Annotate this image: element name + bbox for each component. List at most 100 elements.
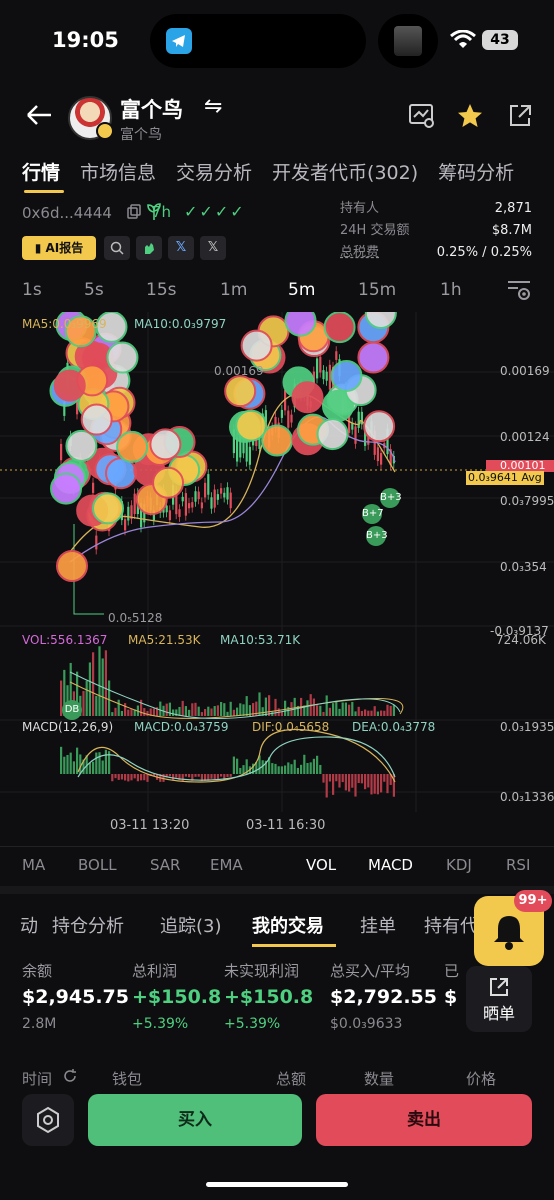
share-trade-button[interactable]: 晒单 [466,966,532,1032]
macd-bar [120,774,123,780]
candle-body [328,364,331,390]
section-tab-holdings-analysis[interactable]: 持仓分析 [52,916,124,937]
section-tab-partial[interactable]: 动 [20,916,38,937]
list-head-price[interactable]: 价格 [466,1070,497,1088]
metric-profit-sub: +5.39% [132,1016,189,1032]
tax-value: 0.25% / 0.25% [436,245,532,260]
tab-chip-analysis[interactable]: 筹码分析 [438,162,515,184]
section-tab-holders[interactable]: 持有代 [424,916,478,937]
macd-bar [162,774,165,782]
candle-body [357,411,360,428]
token-address[interactable]: 0x6d...4444 [22,204,112,222]
security-checks[interactable]: ✓✓✓✓ [184,202,246,221]
db-marker[interactable]: DB [62,700,82,720]
macd-bar [82,759,85,774]
trader-avatar [149,428,182,461]
avg-price-tag: 0.0₃9641 Avg [466,471,544,485]
macd-bar [357,774,360,784]
chain-badge-icon [96,122,114,140]
sell-button[interactable]: 卖出 [316,1094,532,1146]
share-icon[interactable] [506,102,534,130]
interval-1h[interactable]: 1h [440,280,462,300]
macd-bar [239,767,242,774]
swap-icon[interactable]: ⇋ [204,94,223,119]
buy-marker-2[interactable]: B+7 [362,504,384,524]
volume-bar [111,712,114,716]
list-head-wallet[interactable]: 钱包 [112,1070,143,1088]
tab-trade-analysis[interactable]: 交易分析 [176,162,253,184]
macd-bar [319,764,322,774]
tab-market-info[interactable]: 市场信息 [80,162,157,184]
volume-bar [108,680,111,716]
metric-unrealized-sub: +5.39% [224,1016,281,1032]
search-icon[interactable] [104,236,130,260]
candle-body [229,492,232,509]
indicator-boll[interactable]: BOLL [78,856,117,874]
macd-bar [376,774,379,795]
candle-body [290,414,293,423]
list-head-total[interactable]: 总额 [276,1070,307,1088]
candle-body [200,502,203,509]
volume-bar [357,706,360,716]
candle-body [175,491,178,515]
bell-icon [494,916,524,950]
volume-bar [146,710,149,716]
buy-button[interactable]: 买入 [88,1094,302,1146]
indicator-sar[interactable]: SAR [150,856,181,874]
back-arrow-icon[interactable] [24,100,54,130]
indicator-ma[interactable]: MA [22,856,46,874]
volume-bar [335,701,338,716]
price-chart[interactable] [0,312,554,832]
indicator-macd[interactable]: MACD [368,856,413,874]
indicator-vol[interactable]: VOL [306,856,337,874]
section-tab-my-trades[interactable]: 我的交易 [252,916,324,937]
star-icon[interactable] [456,102,484,130]
copy-icon[interactable] [126,204,142,224]
vol-axis-label: 724.06K [496,633,546,647]
tab-dev-tokens[interactable]: 开发者代币(302) [272,162,419,184]
section-tab-orders[interactable]: 挂单 [360,916,396,937]
notification-badge: 99+ [514,890,552,912]
macd-bar [127,774,130,782]
ai-report-button[interactable]: ▮ AI报告 [22,236,96,260]
x-search-icon[interactable]: 𝕏 [200,236,226,260]
indicator-ema[interactable]: EMA [210,856,243,874]
section-tab-tracking[interactable]: 追踪(3) [160,916,222,937]
interval-5m[interactable]: 5m [288,280,316,300]
macd-bar [348,774,351,792]
hand-icon[interactable] [136,236,162,260]
volume-bar [85,680,88,716]
candle-body [322,370,325,380]
metric-balance-label: 余额 [22,962,53,980]
list-head-amount[interactable]: 数量 [364,1070,395,1088]
chart-settings-icon[interactable] [506,278,532,306]
watch-chart-icon[interactable] [408,102,436,130]
macd-bar [370,774,373,795]
macd-bar [255,761,258,774]
refresh-icon[interactable] [62,1068,78,1088]
bell-button[interactable] [474,896,544,966]
buy-marker-3[interactable]: B+3 [366,526,388,546]
macd-bar [69,752,72,774]
trader-avatar [65,429,98,462]
volume-bar [114,707,117,716]
candle-body [287,410,290,428]
interval-1m[interactable]: 1m [220,280,248,300]
interval-15m[interactable]: 15m [358,280,397,300]
interval-1s[interactable]: 1s [22,280,42,300]
macd-bar [98,752,101,774]
volume-bar [124,703,127,716]
trader-avatar [363,410,396,443]
buy-marker-1[interactable]: B+3 [380,488,402,508]
list-head-time[interactable]: 时间 [22,1070,53,1088]
indicator-rsi[interactable]: RSI [506,856,531,874]
x-twitter-icon[interactable]: 𝕏 [168,236,194,260]
interval-15s[interactable]: 15s [146,280,177,300]
interval-5s[interactable]: 5s [84,280,104,300]
tab-market[interactable]: 行情 [22,162,61,184]
indicator-kdj[interactable]: KDJ [446,856,472,874]
trade-settings-button[interactable] [22,1094,74,1146]
trader-avatar [291,381,324,414]
macd-bar [268,757,271,774]
candle-body [207,474,210,495]
